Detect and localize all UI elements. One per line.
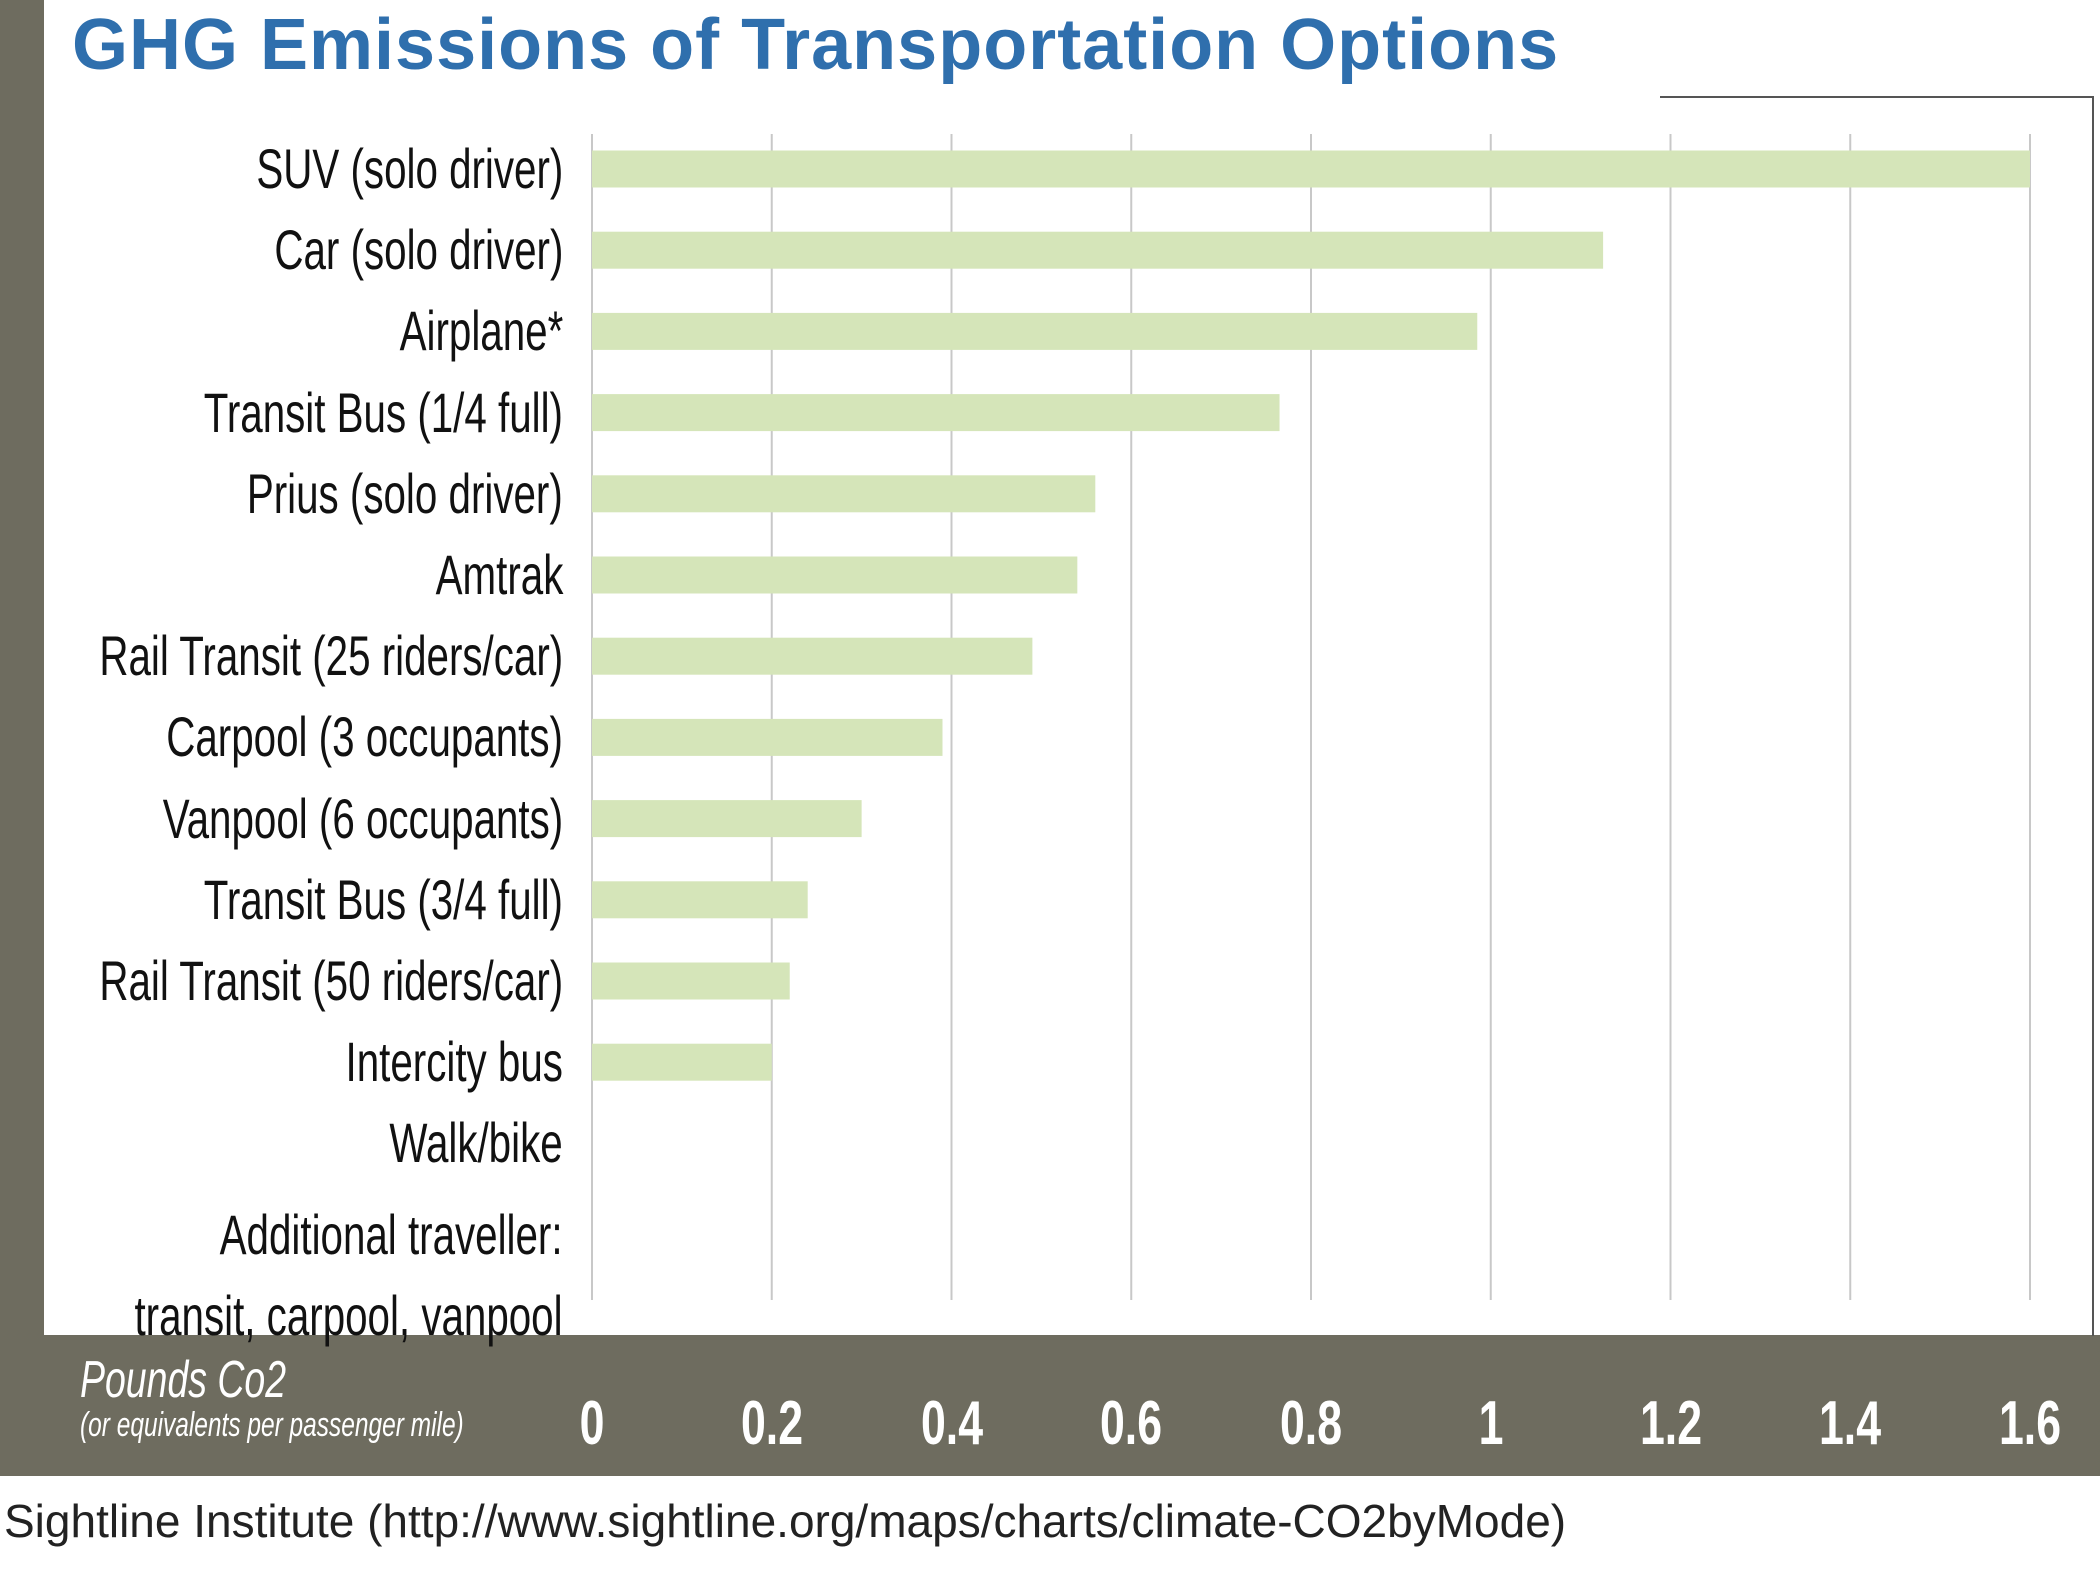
bar — [592, 150, 2030, 188]
left-frame-bar — [0, 0, 44, 1476]
category-label: Transit Bus (1/4 full) — [203, 380, 563, 444]
bar — [592, 718, 943, 756]
x-axis-sublabel: (or equivalents per passenger mile) — [80, 1406, 464, 1444]
category-label-line: Rail Transit (25 riders/car) — [99, 624, 563, 688]
category-label-line: Airplane* — [399, 299, 563, 363]
category-label-line: Transit Bus (1/4 full) — [203, 380, 563, 444]
category-label: Carpool (3 occupants) — [166, 706, 563, 768]
frame-right-line — [2092, 96, 2094, 1336]
x-tick-label: 1.4 — [1819, 1389, 1882, 1458]
bar — [592, 556, 1078, 594]
category-label-line: Intercity bus — [345, 1030, 563, 1094]
category-label: Rail Transit (25 riders/car) — [99, 625, 563, 687]
category-label-line: Carpool (3 occupants) — [166, 705, 563, 769]
axis-band — [0, 1335, 2100, 1476]
category-label: Rail Transit (50 riders/car) — [99, 950, 563, 1012]
bar — [592, 1043, 772, 1081]
chart-title: GHG Emissions of Transportation Options — [72, 5, 1560, 85]
bar — [592, 231, 1604, 269]
bar — [592, 637, 1033, 675]
frame-top-line — [1660, 96, 2094, 98]
x-tick-label: 0.2 — [740, 1389, 803, 1458]
category-label-line: Additional traveller: — [220, 1202, 563, 1266]
category-label: Amtrak — [435, 544, 563, 606]
bar — [592, 475, 1096, 513]
category-label: Additional traveller: transit, carpool, v… — [135, 1194, 563, 1356]
category-label: Walk/bike — [390, 1112, 563, 1174]
bar — [592, 881, 808, 919]
x-tick-label: 1 — [1478, 1389, 1504, 1458]
bar — [592, 312, 1478, 350]
x-tick-label: 0 — [579, 1389, 605, 1458]
category-label-line: Prius (solo driver) — [247, 461, 563, 525]
category-label: Car (solo driver) — [274, 219, 563, 281]
x-tick-label: 1.2 — [1639, 1389, 1702, 1458]
category-label-line: SUV (solo driver) — [256, 137, 563, 200]
category-label: SUV (solo driver) — [256, 138, 563, 200]
x-tick-label: 0.8 — [1279, 1389, 1343, 1458]
category-label-line: transit, carpool, vanpool — [134, 1283, 563, 1347]
category-label: Transit Bus (3/4 full) — [203, 867, 563, 931]
category-label-line: Amtrak — [435, 543, 563, 606]
bar — [592, 394, 1280, 432]
plot-area — [591, 134, 2031, 1300]
category-label-line: Rail Transit (50 riders/car) — [99, 949, 563, 1012]
source-credit: Sightline Institute (http://www.sightlin… — [4, 1495, 1567, 1547]
x-tick-label: 1.6 — [1998, 1389, 2062, 1458]
category-label-line: Car (solo driver) — [273, 218, 563, 282]
x-axis-label: Pounds Co2 — [80, 1351, 287, 1409]
category-label-line: Vanpool (6 occupants) — [162, 786, 563, 850]
bar — [592, 962, 790, 1000]
category-label: Intercity bus — [346, 1031, 563, 1093]
category-label: Airplane* — [399, 300, 563, 362]
x-tick-label: 0.6 — [1100, 1389, 1163, 1458]
category-label-line: Walk/bike — [389, 1111, 563, 1175]
category-label-line: Transit Bus (3/4 full) — [203, 867, 563, 931]
bar — [592, 800, 862, 838]
category-label: Vanpool (6 occupants) — [162, 786, 563, 850]
x-tick-label: 0.4 — [920, 1389, 983, 1458]
category-label: Prius (solo driver) — [247, 461, 563, 525]
